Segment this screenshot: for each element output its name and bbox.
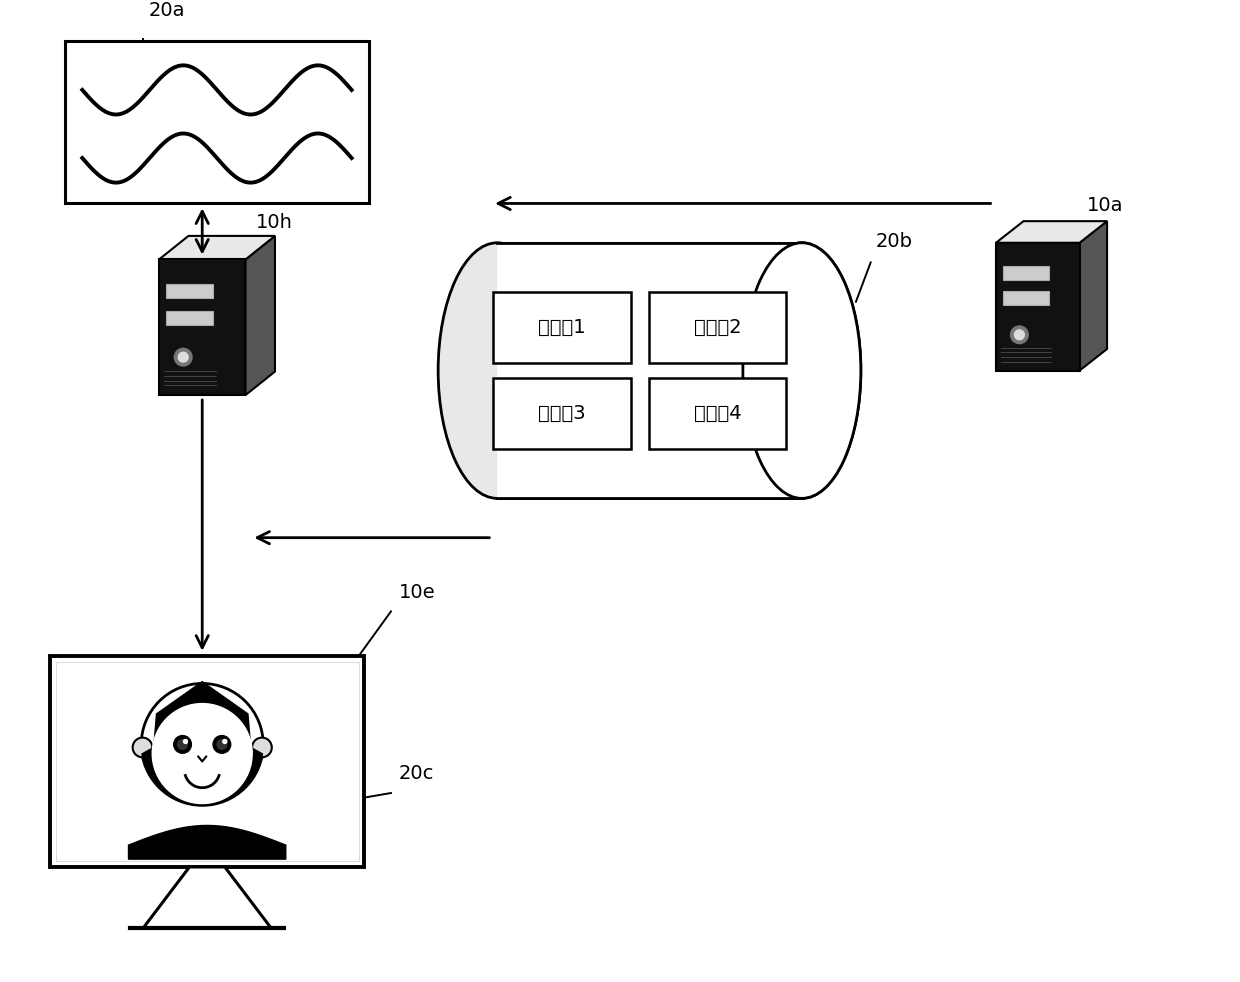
Text: 20a: 20a	[148, 1, 185, 20]
Circle shape	[133, 737, 153, 757]
Text: 数据刄1: 数据刄1	[538, 318, 585, 337]
Circle shape	[1011, 326, 1028, 344]
Circle shape	[174, 736, 191, 753]
Circle shape	[177, 739, 187, 749]
Polygon shape	[143, 682, 263, 805]
Circle shape	[213, 736, 231, 753]
Ellipse shape	[438, 243, 556, 498]
Polygon shape	[1003, 292, 1049, 305]
Text: 20c: 20c	[399, 764, 434, 784]
Polygon shape	[494, 378, 631, 449]
Polygon shape	[1003, 266, 1049, 280]
Polygon shape	[64, 41, 370, 203]
Polygon shape	[1080, 221, 1107, 370]
Polygon shape	[497, 243, 802, 498]
Polygon shape	[144, 867, 272, 928]
Ellipse shape	[743, 243, 861, 498]
Polygon shape	[649, 378, 786, 449]
Polygon shape	[129, 826, 285, 859]
Text: 数据刄3: 数据刄3	[538, 405, 585, 423]
Text: 数据刄4: 数据刄4	[693, 405, 742, 423]
Polygon shape	[494, 292, 631, 362]
Circle shape	[141, 683, 263, 805]
Text: 10h: 10h	[257, 213, 293, 232]
Circle shape	[223, 739, 227, 743]
Circle shape	[1014, 330, 1024, 340]
Polygon shape	[50, 656, 365, 867]
Ellipse shape	[743, 243, 861, 498]
Text: 10e: 10e	[399, 582, 435, 602]
Circle shape	[217, 739, 227, 749]
Circle shape	[153, 703, 252, 803]
Circle shape	[252, 737, 272, 757]
Polygon shape	[159, 236, 275, 259]
Polygon shape	[497, 243, 802, 498]
Circle shape	[184, 739, 187, 743]
Text: 数据刄2: 数据刄2	[693, 318, 742, 337]
Polygon shape	[246, 236, 275, 395]
Polygon shape	[996, 243, 1080, 370]
Polygon shape	[159, 259, 246, 395]
Circle shape	[179, 353, 188, 362]
Polygon shape	[166, 311, 213, 325]
Circle shape	[175, 349, 192, 366]
Polygon shape	[166, 284, 213, 298]
Text: 10a: 10a	[1087, 196, 1123, 215]
Polygon shape	[996, 221, 1107, 243]
Polygon shape	[56, 662, 358, 861]
Text: 20b: 20b	[875, 232, 913, 250]
Polygon shape	[649, 292, 786, 362]
